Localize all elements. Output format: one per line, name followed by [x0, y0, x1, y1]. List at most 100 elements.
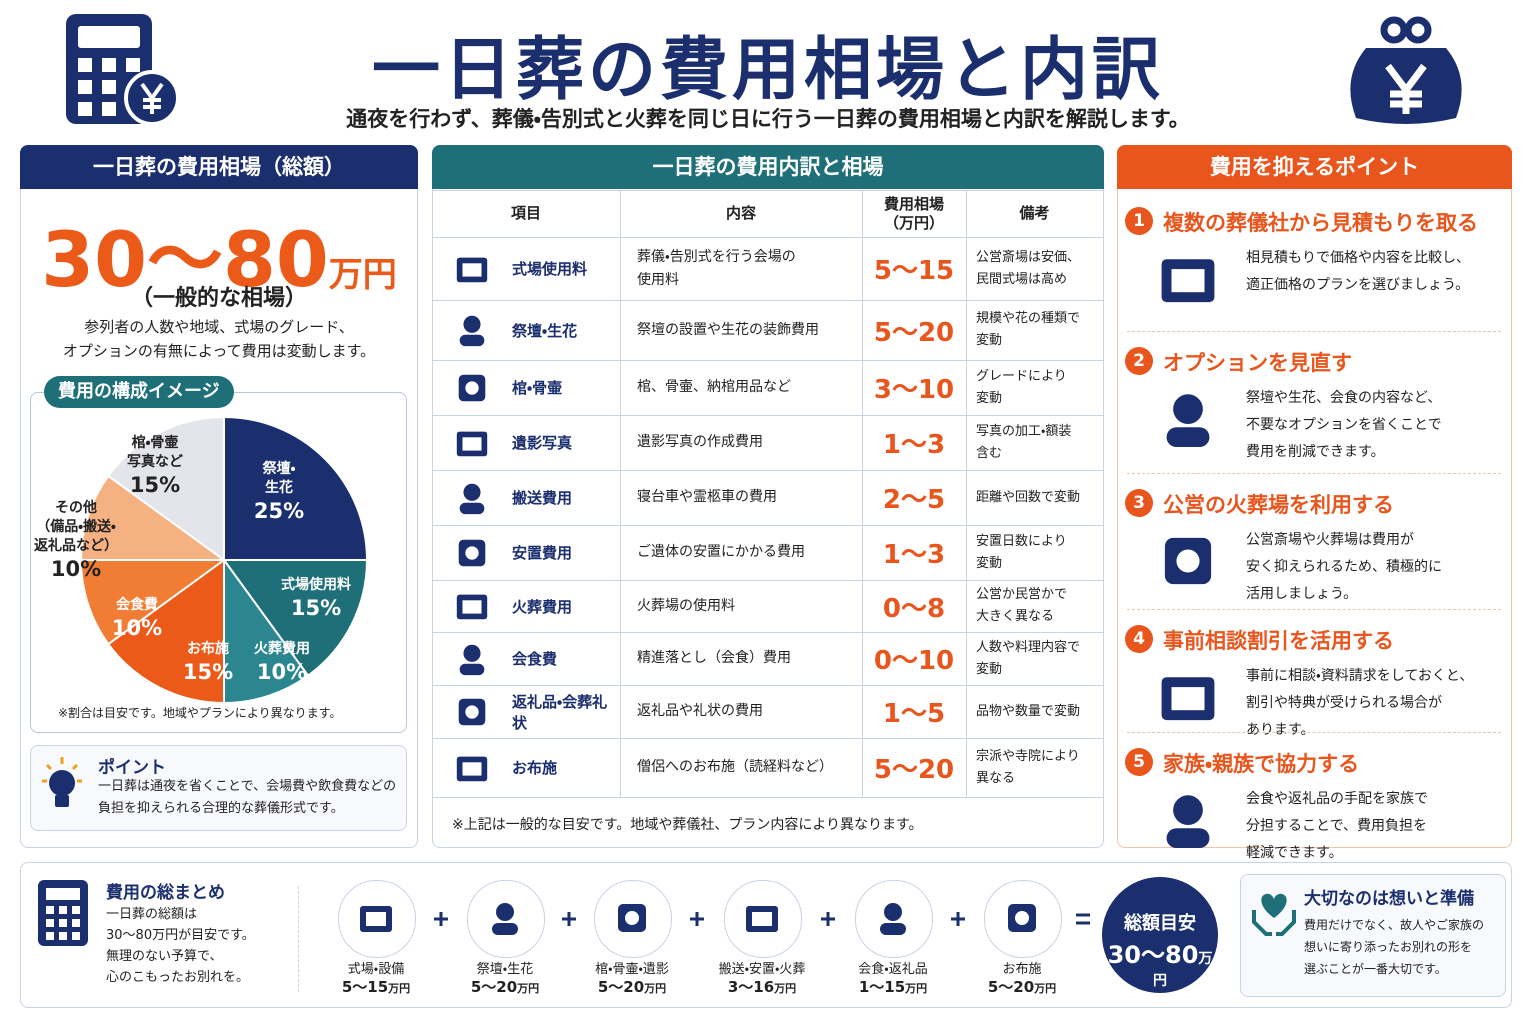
table-cell: 5〜20	[873, 755, 955, 785]
summary-range: 5〜20	[597, 978, 645, 996]
table-line	[432, 797, 1103, 798]
tip-number: 5	[1125, 748, 1153, 776]
table-cell: 公営か民営かで 大きく異なる	[976, 587, 1068, 624]
icon-shape	[1166, 828, 1210, 849]
table-line	[432, 525, 1103, 526]
total-value: 30〜80万円	[1102, 935, 1218, 990]
summary-unit: 万円	[905, 982, 928, 995]
icon	[456, 594, 488, 620]
pie-label: お布施 15%	[138, 622, 278, 702]
pie-slice	[106, 415, 225, 562]
tip-text: 公営斎場や火葬場は費用が 安く抑えられるため、積極的に 活用しましょう。	[1246, 532, 1442, 602]
pie-value: 15%	[182, 659, 234, 684]
summary-unit: 万円	[644, 982, 667, 995]
table-cell: 5〜20	[873, 317, 955, 348]
pie-slice	[79, 559, 228, 646]
point-heading: ポイント	[98, 758, 166, 778]
icon-shape	[1173, 795, 1203, 825]
table-line	[432, 738, 1103, 739]
icon-shape	[459, 502, 485, 514]
qualifier: （一般的な相場）	[130, 286, 307, 311]
summary-value: 5〜15万円	[306, 976, 446, 997]
icon-shape	[1176, 549, 1200, 573]
breakdown-panel	[432, 145, 1104, 848]
tip-text: 会食や返礼品の手配を家族で 分担することで、費用負担を 軽減できます。	[1246, 791, 1428, 861]
icon-shape	[465, 704, 479, 719]
table-cell: 返礼品や礼状の費用	[637, 703, 763, 719]
table-cell: 人数や料理内容で 変動	[976, 639, 1081, 677]
tip-number: 4	[1125, 625, 1153, 653]
summary-value: 5〜20万円	[562, 976, 702, 997]
column-header: 項目	[510, 204, 541, 222]
operator-stroke	[950, 912, 965, 926]
tip-separator	[1127, 732, 1501, 733]
table-cell: 搬送費用	[512, 489, 573, 507]
operator-stroke	[1076, 913, 1090, 925]
pie-label: 式場使用料 15%	[246, 558, 386, 638]
icon-shape	[465, 380, 479, 395]
table-cell: 祭壇の設置や生花の装飾費用	[637, 321, 819, 338]
table-cell: 2〜5	[882, 485, 946, 515]
pie-slice	[223, 415, 369, 561]
summary-unit: 万円	[388, 982, 411, 995]
pie-category: その他 （備品・搬送・ 返礼品など）	[34, 499, 118, 554]
table-line	[432, 470, 1103, 471]
summary-unit: 万円	[517, 982, 540, 995]
pie-category: 会食費	[116, 596, 158, 613]
composition-heading: 費用の構成イメージ	[44, 376, 234, 408]
icon-shape	[462, 761, 482, 776]
icon-shape	[459, 334, 485, 347]
table-line	[432, 632, 1103, 633]
summary-label: 棺・骨壷・遺影	[595, 962, 669, 977]
summary-label: 式場・設備	[347, 962, 405, 977]
pie-category: お布施	[187, 640, 229, 657]
icon	[1008, 904, 1036, 932]
tip-number: 3	[1125, 489, 1153, 517]
total-circle: 総額目安 30〜80万円	[1102, 877, 1218, 993]
calculator-icon	[66, 14, 180, 126]
table-cell: ご遺体の安置にかかる費用	[637, 544, 805, 560]
pie-label: その他 （備品・搬送・ 返礼品など） 10%	[6, 499, 146, 581]
summary-label: 搬送・安置・火葬	[718, 962, 806, 977]
pie-label: 棺・骨壷 写真など 15%	[85, 426, 225, 506]
summary-unit: 万円	[1034, 982, 1057, 995]
icon-shape	[366, 912, 386, 926]
bulb-icon	[42, 757, 82, 807]
table-cell: 棺、骨壷、納棺用品など	[637, 379, 791, 395]
tip-title: 公営の火葬場を利用する	[1163, 493, 1394, 517]
column-header: 費用相場 （万円）	[883, 194, 944, 232]
icon	[880, 903, 906, 935]
breakdown-heading: 一日葬の費用内訳と相場	[432, 145, 1104, 189]
summary-label: 祭壇・生花	[476, 962, 534, 977]
point-box	[30, 745, 407, 831]
table-line	[966, 190, 967, 797]
table-line	[862, 190, 863, 797]
tips-heading: 費用を抑えるポイント	[1117, 145, 1512, 189]
pie-label: 祭壇・ 生花 25%	[209, 452, 349, 532]
pie-category: 棺・骨壷 写真など	[127, 435, 183, 470]
pie-value: 10%	[50, 556, 102, 581]
tip-separator	[1127, 609, 1501, 610]
icon-shape	[752, 912, 772, 926]
icon-shape	[880, 923, 906, 935]
pie-value: 25%	[253, 499, 305, 523]
table-cell: 1〜3	[882, 540, 946, 570]
icon-shape	[1166, 427, 1210, 448]
message-heading: 大切なのは想いと準備	[1304, 889, 1474, 909]
tip-number: 1	[1125, 207, 1153, 235]
table-cell: 5〜15	[873, 256, 955, 286]
table-line	[432, 580, 1103, 581]
icon-shape	[1015, 911, 1029, 925]
operator-stroke	[561, 912, 576, 926]
divider	[298, 886, 299, 992]
table-cell: 遺影写真の作成費用	[637, 434, 763, 450]
table-cell: 祭壇・生花	[512, 321, 578, 340]
table-line	[432, 237, 1103, 238]
pie-chart	[79, 415, 369, 705]
icon-shape	[1171, 687, 1205, 711]
table-line	[432, 415, 1103, 416]
table-cell: 宗派や寺院により 異なる	[976, 748, 1080, 786]
equals-sign	[1076, 913, 1090, 925]
tip-text: 事前に相談・資料請求をしておくと、 割引や特典が受けられる場合が あります。	[1246, 668, 1474, 738]
table-cell: 写真の加工・額装 含む	[976, 423, 1072, 461]
